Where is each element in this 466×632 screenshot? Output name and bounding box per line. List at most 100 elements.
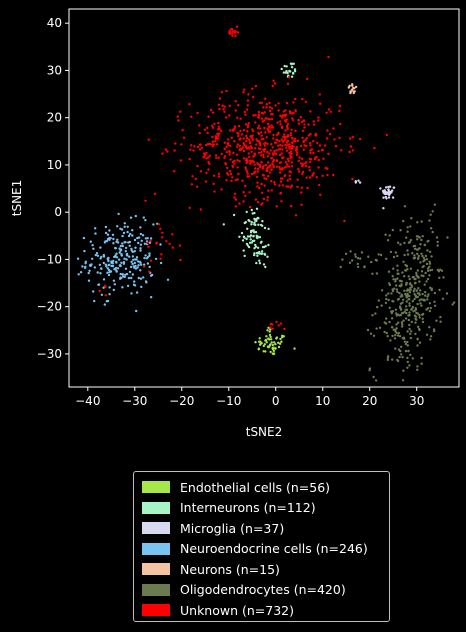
data-point [418, 247, 421, 250]
data-point [311, 174, 314, 177]
data-point [180, 143, 183, 146]
data-point [268, 118, 272, 121]
data-point [324, 166, 328, 170]
data-point [287, 159, 290, 163]
data-point [266, 161, 270, 164]
data-point [391, 358, 394, 361]
data-point [115, 252, 118, 255]
data-point [142, 276, 145, 279]
data-point [144, 199, 147, 202]
data-point [397, 272, 400, 275]
data-point [177, 119, 180, 122]
data-point [266, 155, 270, 158]
data-point [392, 186, 396, 189]
data-point [263, 111, 266, 114]
data-point [407, 349, 410, 353]
data-point [319, 193, 322, 196]
data-point [205, 171, 208, 175]
data-point [94, 232, 97, 235]
data-point [124, 267, 128, 270]
data-point [132, 265, 135, 268]
data-point [102, 261, 106, 265]
data-point [320, 149, 324, 152]
data-point [384, 233, 387, 236]
data-point [426, 269, 430, 273]
data-point [148, 252, 151, 255]
data-point [136, 266, 139, 269]
data-point [410, 320, 413, 324]
data-point [408, 323, 411, 327]
data-point [348, 150, 351, 154]
data-point [388, 185, 392, 188]
data-point [431, 230, 434, 234]
data-point [315, 156, 318, 159]
data-point [122, 262, 126, 265]
data-point [263, 177, 266, 180]
data-point [296, 151, 299, 154]
data-point [431, 210, 434, 213]
data-point [126, 230, 129, 234]
data-point [256, 251, 259, 255]
data-point [129, 232, 132, 236]
data-point [90, 263, 93, 266]
data-point [428, 219, 431, 222]
data-point [119, 227, 122, 230]
data-point [131, 234, 134, 237]
data-point [236, 131, 239, 135]
data-point [213, 122, 216, 126]
x-tick-label: −20 [169, 394, 194, 408]
data-point [284, 138, 287, 141]
data-point [129, 216, 133, 219]
data-point [252, 95, 255, 99]
data-point [300, 157, 304, 160]
data-point [273, 82, 277, 85]
data-point [133, 284, 137, 287]
data-point [230, 136, 233, 140]
data-point [230, 32, 233, 35]
data-point [109, 270, 113, 273]
data-point [278, 342, 282, 345]
data-point [223, 155, 227, 158]
data-point [225, 145, 228, 149]
data-point [246, 124, 250, 127]
data-point [242, 91, 245, 94]
data-point [225, 150, 228, 154]
data-point [260, 111, 264, 115]
data-point [277, 144, 280, 147]
data-point [440, 269, 444, 272]
data-point [408, 294, 411, 298]
data-point [232, 151, 235, 155]
data-point [301, 97, 304, 101]
data-point [247, 93, 250, 96]
data-point [300, 191, 303, 194]
data-point [432, 328, 436, 331]
data-point [256, 246, 260, 249]
data-point [452, 301, 456, 304]
data-point [127, 234, 131, 238]
data-point [409, 288, 412, 291]
data-point [144, 219, 147, 222]
data-point [258, 142, 262, 145]
data-point [119, 244, 123, 248]
data-point [410, 217, 413, 220]
data-point [298, 156, 301, 159]
data-point [275, 138, 278, 141]
data-point [287, 185, 290, 188]
data-point [401, 271, 404, 274]
data-point [149, 259, 153, 262]
data-point [93, 266, 97, 269]
data-point [277, 345, 281, 349]
data-point [351, 259, 354, 262]
legend-swatch [142, 522, 170, 535]
data-point [271, 346, 274, 350]
points-layer [76, 25, 456, 382]
data-point [270, 107, 274, 110]
data-point [380, 304, 383, 307]
data-point [264, 164, 268, 167]
data-point [388, 283, 392, 287]
data-point [148, 270, 151, 273]
data-point [290, 146, 294, 149]
data-point [179, 110, 182, 113]
data-point [408, 311, 411, 314]
data-point [299, 115, 302, 119]
